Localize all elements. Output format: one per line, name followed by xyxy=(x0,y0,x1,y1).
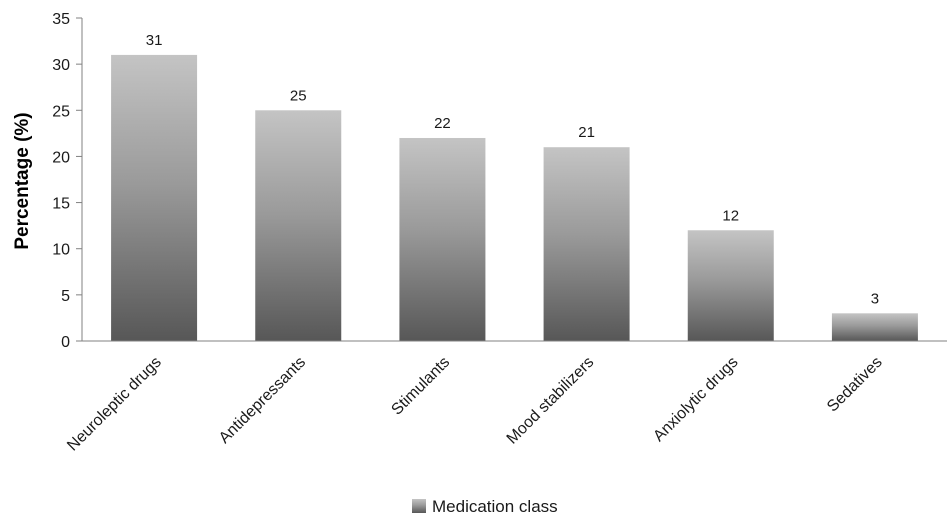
bar-data-label: 21 xyxy=(578,124,595,141)
bar xyxy=(399,137,486,341)
y-tick-label: 10 xyxy=(52,242,70,259)
y-tick-label: 0 xyxy=(61,334,70,351)
y-tick-label: 15 xyxy=(52,196,70,213)
bar-data-label: 25 xyxy=(290,87,307,104)
bar-data-label: 3 xyxy=(871,290,879,307)
x-tick-label: Antidepressants xyxy=(216,354,309,447)
x-tick-label: Sedatives xyxy=(824,354,886,416)
x-tick-label: Neuroleptic drugs xyxy=(64,354,165,455)
y-tick-label: 5 xyxy=(61,288,70,305)
y-tick-label: 30 xyxy=(52,57,70,74)
y-tick-label: 35 xyxy=(52,11,70,28)
bar xyxy=(687,230,774,341)
y-axis-title: Percentage (%) xyxy=(12,112,33,249)
data-labels: 31 25 22 21 12 3 xyxy=(146,32,879,307)
bar-data-label: 22 xyxy=(434,115,451,132)
y-tick-label: 20 xyxy=(52,149,70,166)
bars xyxy=(111,54,918,342)
legend-label: Medication class xyxy=(432,497,558,514)
x-tick-label: Anxiolytic drugs xyxy=(650,354,741,445)
legend-swatch xyxy=(412,499,426,513)
x-axis-ticks: Neuroleptic drugs Antidepressants Stimulan… xyxy=(64,354,886,455)
x-tick-label: Mood stabilizers xyxy=(504,354,598,448)
legend: Medication class xyxy=(412,497,558,514)
y-tick-label: 25 xyxy=(52,103,70,120)
bar xyxy=(255,110,342,342)
y-axis-ticks: 0 5 10 15 20 25 30 35 xyxy=(52,11,82,351)
bar xyxy=(543,147,630,341)
bar-data-label: 12 xyxy=(722,207,739,224)
bar xyxy=(831,313,918,341)
x-tick-label: Stimulants xyxy=(388,354,453,419)
bar-data-label: 31 xyxy=(146,32,163,49)
bar xyxy=(111,54,198,342)
